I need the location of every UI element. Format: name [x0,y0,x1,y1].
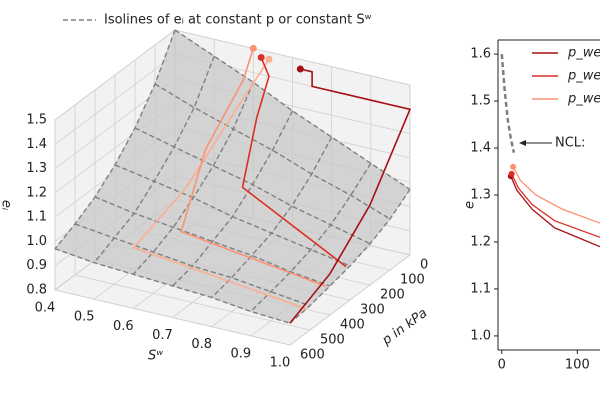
start-point [249,44,257,52]
x-tick-label: 0.4 [35,301,56,316]
y-tick-label: 1.1 [470,281,491,296]
x-tick-label: 1.0 [270,356,291,371]
arrow-head [519,140,526,146]
y-tick-label: 1.4 [470,141,491,156]
isoline [132,82,254,275]
z-tick-label: 1.5 [26,113,47,128]
y-tick-label: 100 [400,273,425,288]
legend-label: p_wet = [567,92,600,107]
path-line [241,57,347,268]
isoline [54,29,176,250]
y-tick-label: 1.2 [470,234,491,249]
start-point [265,55,273,63]
z-tick-label: 1.0 [26,234,47,249]
y-tick-label: 0 [420,258,428,273]
x-tick-label: 0.8 [191,337,212,352]
y-tick-label: 1.6 [470,47,491,62]
isoline [154,83,391,220]
y-tick-label: 500 [320,333,345,348]
grid-line [74,274,311,331]
isoline [211,136,333,298]
path-line [132,58,307,310]
path-line [180,48,327,288]
isoline [172,110,294,287]
isoline [289,189,411,324]
series-line [510,175,600,248]
start-point [257,53,265,61]
x-tick-label: 0.9 [230,346,251,361]
y-tick-label: 300 [360,303,385,318]
z-tick-label: 1.3 [26,161,47,176]
x-tick-label: 0.6 [113,319,134,334]
z-tick-label: 1.1 [26,210,47,225]
z-tick-label: 1.4 [26,137,47,152]
x-tick-label: 0.5 [74,310,95,325]
path-line [289,68,412,324]
z-tick-label: 0.9 [26,258,47,273]
series-line [512,166,600,224]
y-tick-label: 1.3 [470,188,491,203]
y-tick-label: 600 [300,348,325,363]
legend-label: Isolines of eᵢ at constant p or constant… [104,13,372,28]
legend-label: p_wet = [567,46,600,61]
x-axis-label: Sʷ [148,349,163,364]
x-tick-label: 0 [498,358,506,373]
grid-line [54,289,291,346]
start-point [510,163,517,170]
y-axis-label: p in kPa [379,306,430,349]
start-point [508,170,515,177]
x-tick-label: 0.7 [152,328,173,343]
isoline [250,162,372,312]
ncl-line [500,54,516,153]
y-axis-label: e [463,201,478,209]
annotation: NCL: [555,136,585,151]
y-tick-label: 1.5 [470,94,491,109]
z-axis-label: eᵢ [0,200,14,211]
z-tick-label: 0.8 [26,283,47,298]
y-tick-label: 1.0 [470,328,491,343]
y-tick-label: 200 [380,288,405,303]
start-point [296,65,304,73]
series-line [511,173,600,238]
isoline [93,55,215,264]
y-tick-label: 400 [340,318,365,333]
legend-label: p_wet = [567,69,600,84]
x-tick-label: 100 [565,358,590,373]
z-tick-label: 1.2 [26,185,47,200]
